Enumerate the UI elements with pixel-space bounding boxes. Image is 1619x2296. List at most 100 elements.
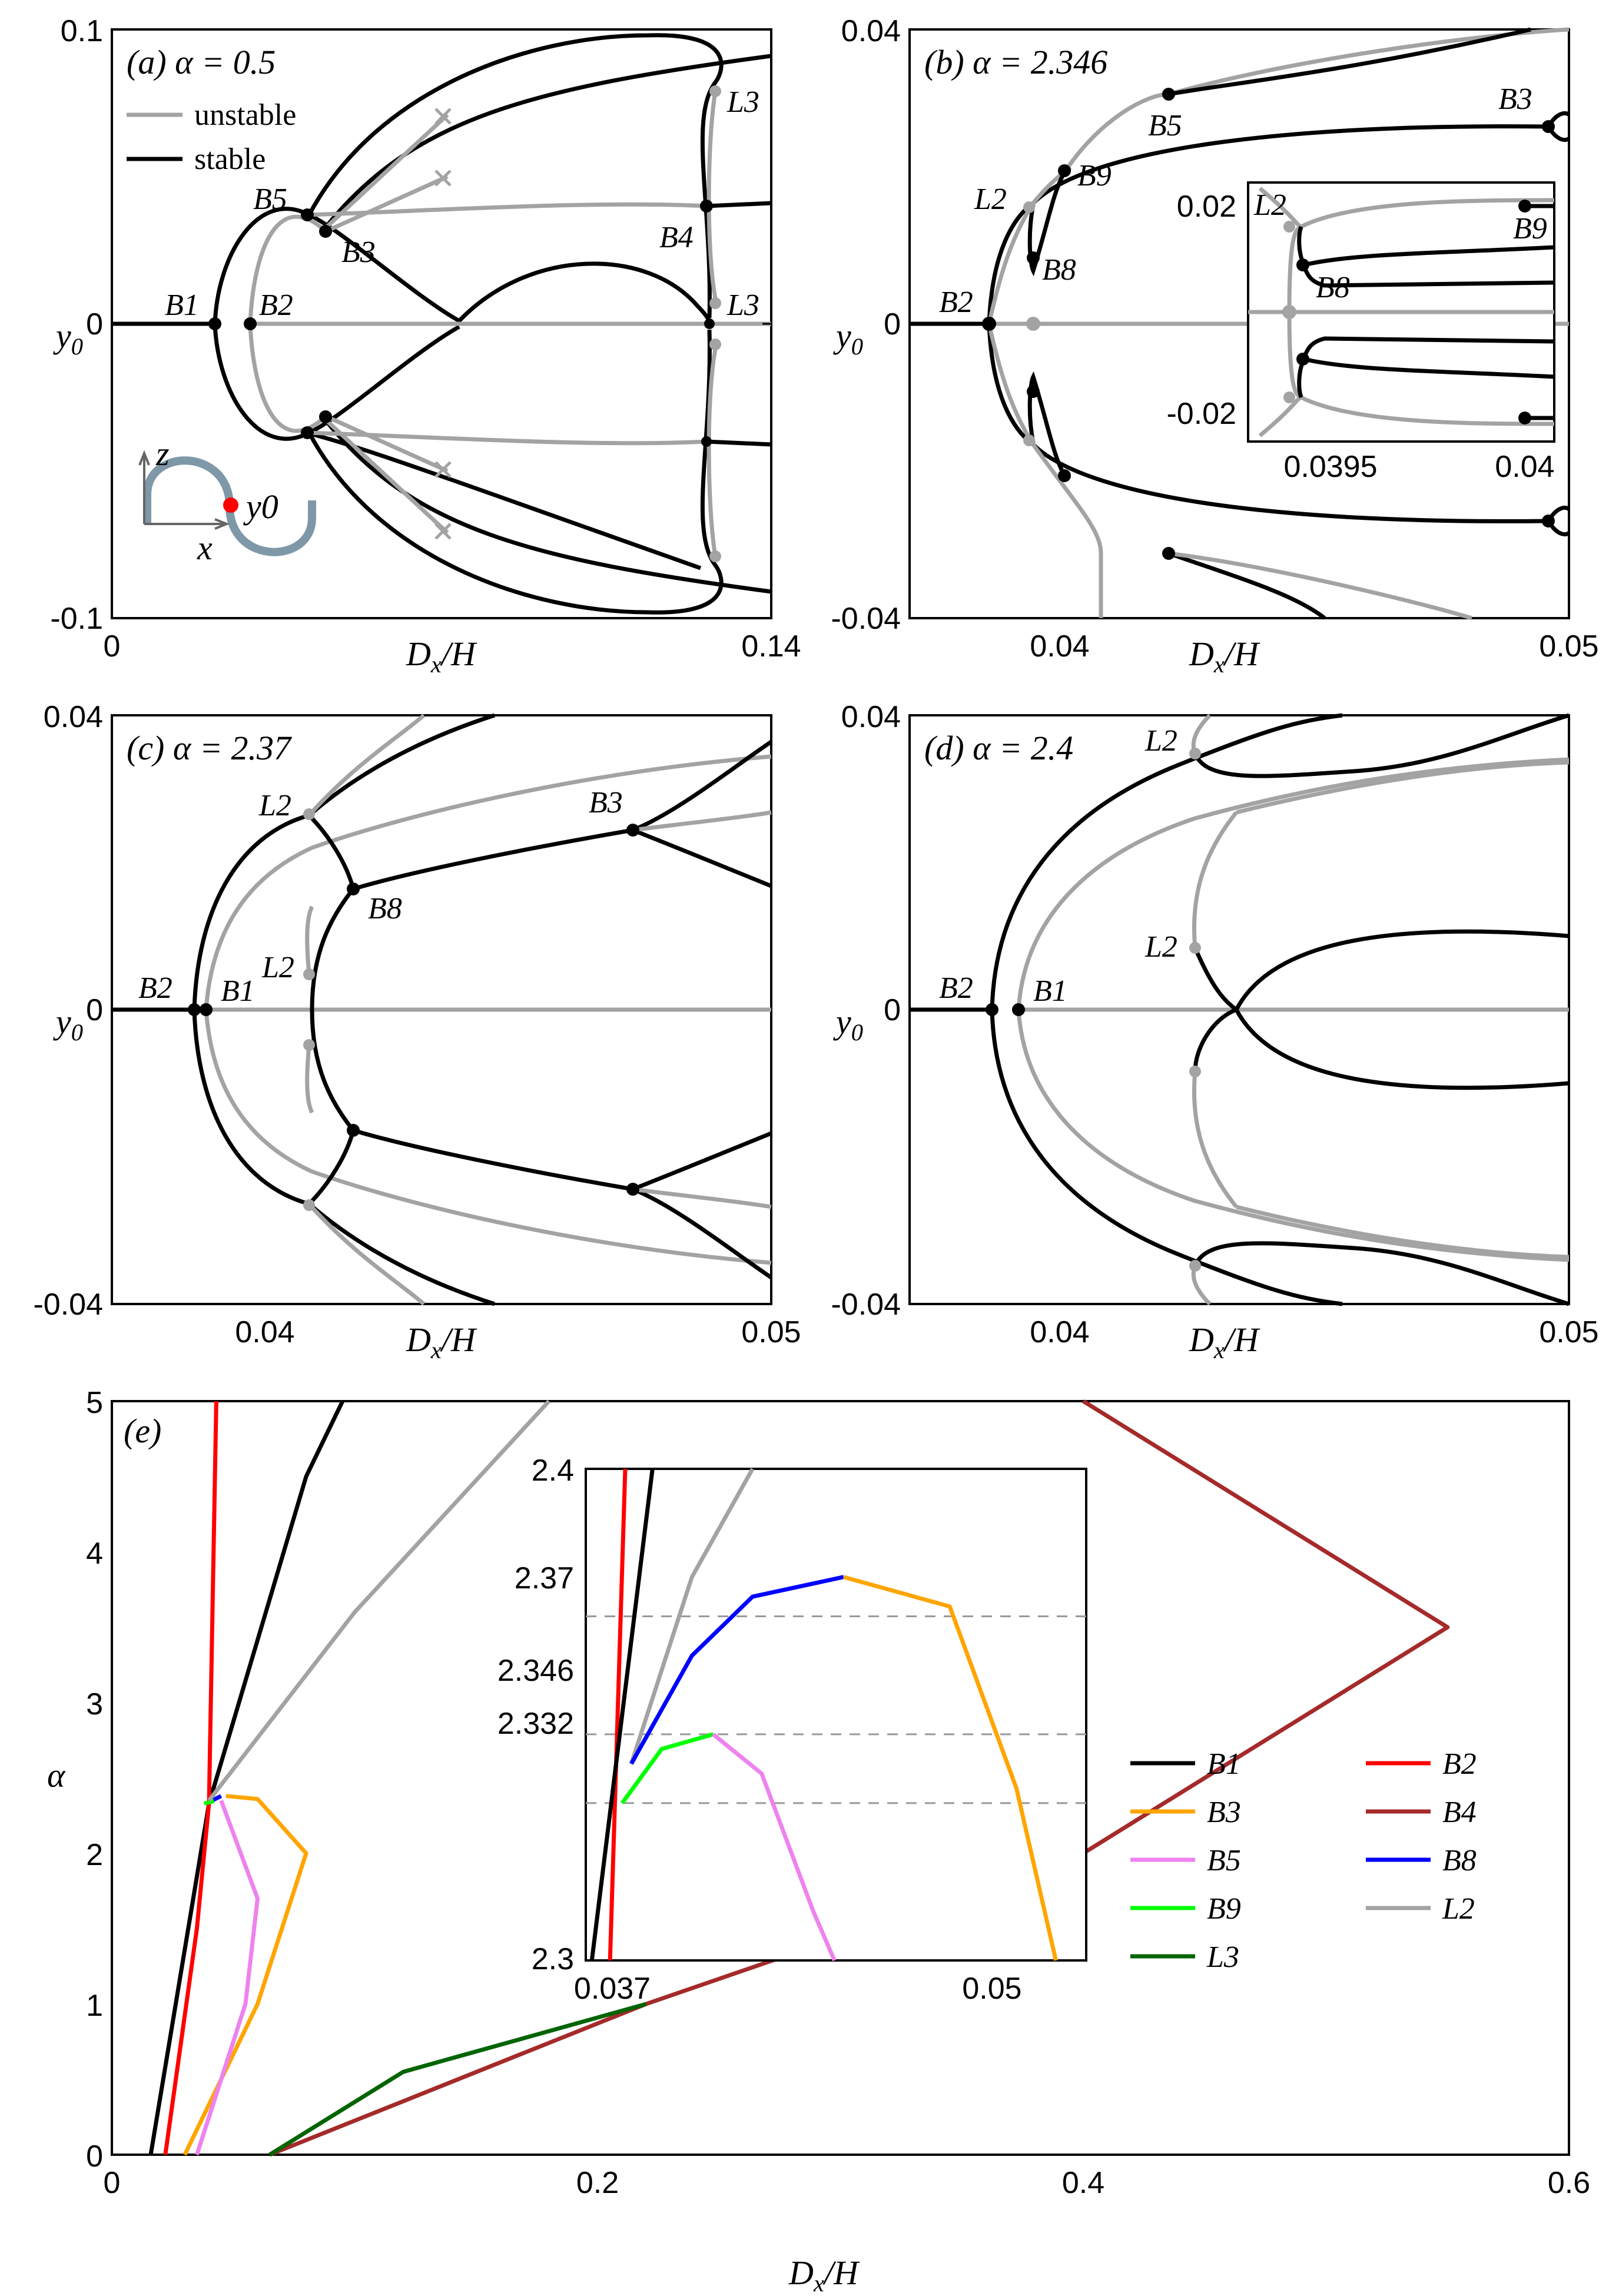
d-title: (d) α = 2.4 bbox=[924, 729, 1073, 767]
e-series-B5 bbox=[195, 1800, 260, 2156]
e-xtick-1: 0.2 bbox=[576, 2166, 619, 2200]
c-label-B8: B8 bbox=[368, 892, 402, 925]
e-series-B3 bbox=[183, 1794, 308, 2156]
d-ytick-mid: 0 bbox=[884, 993, 901, 1027]
b-label-B8: B8 bbox=[1042, 253, 1076, 287]
e-legend-label-B8: B8 bbox=[1442, 1844, 1477, 1877]
c-xlabel: Dx/H bbox=[406, 1320, 477, 1363]
a-label-B5: B5 bbox=[253, 183, 287, 216]
b-inset-point-B9-low bbox=[1518, 412, 1531, 424]
panel-b: L2 B8 B9 0.02 -0.02 0.0395 0.04 (b) α = … bbox=[831, 14, 1598, 678]
d-label-L2-mid: L2 bbox=[1144, 930, 1177, 964]
d-ylabel: y0 bbox=[833, 1003, 863, 1046]
e-legend-label-B2: B2 bbox=[1442, 1747, 1477, 1781]
e-legend-label-B3: B3 bbox=[1207, 1796, 1241, 1829]
b-inset-black-up bbox=[1297, 225, 1555, 268]
a-point-L3 bbox=[709, 85, 721, 97]
panel-d-curves bbox=[910, 713, 1570, 1306]
c-B3-lower-branch bbox=[632, 1131, 772, 1192]
e-series-L3 bbox=[268, 2002, 647, 2156]
c-ylabel: y0 bbox=[53, 1003, 83, 1046]
d-L2-bot-black bbox=[1193, 1241, 1570, 1306]
b-label-B9: B9 bbox=[1077, 159, 1112, 193]
e-ytick-2: 2 bbox=[86, 1838, 103, 1872]
d-ytick-top: 0.04 bbox=[841, 700, 901, 734]
a-branch-B2-upper bbox=[248, 113, 449, 324]
a-point-B4 bbox=[700, 200, 713, 213]
a-xtick-left: 0 bbox=[104, 629, 121, 663]
a-label-L3-mid: L3 bbox=[726, 288, 759, 322]
b-point-mid bbox=[1026, 317, 1040, 331]
b-inset-point-B9 bbox=[1518, 200, 1531, 213]
b-point-L2 bbox=[1023, 201, 1035, 213]
b-inset-ytick-top: 0.02 bbox=[1177, 190, 1236, 224]
b-point-B8 bbox=[1027, 251, 1040, 264]
c-title: (c) α = 2.37 bbox=[127, 729, 292, 767]
c-point-L2-mid-low bbox=[303, 1039, 315, 1051]
e-inset-series-B5 bbox=[712, 1733, 837, 1962]
a-branch-B5-grey-low bbox=[306, 430, 707, 446]
b-inset-label-L2: L2 bbox=[1253, 188, 1286, 222]
e-ylabel: α bbox=[47, 1756, 66, 1794]
a-axis-z-arrow bbox=[138, 450, 150, 524]
e-inset-series-B3 bbox=[842, 1575, 1058, 1961]
b-B8-upper bbox=[1027, 170, 1067, 277]
e-inset-series-B9 bbox=[620, 1732, 714, 1804]
e-inset-series-B8 bbox=[629, 1575, 844, 1765]
e-legend-label-L3: L3 bbox=[1206, 1940, 1239, 1974]
b-ylabel: y0 bbox=[833, 317, 863, 360]
b-B5-lower bbox=[1167, 551, 1326, 620]
a-legend-unstable: unstable bbox=[194, 98, 296, 132]
c-B3-upper-branch bbox=[632, 828, 772, 888]
c-point-B2 bbox=[188, 1003, 201, 1016]
c-point-B3-low bbox=[626, 1183, 639, 1196]
b-inset-point-L2-low bbox=[1283, 391, 1295, 403]
panel-a-curves bbox=[112, 33, 772, 615]
d-point-L2-top bbox=[1189, 748, 1201, 759]
d-grey-right-up bbox=[1236, 760, 1570, 815]
c-B8-upper bbox=[352, 740, 772, 891]
d-B2-lower bbox=[990, 1009, 1343, 1306]
c-xtick-left: 0.04 bbox=[235, 1315, 294, 1349]
c-L2-grey-inner-up bbox=[305, 905, 314, 975]
c-point-B3 bbox=[626, 824, 639, 837]
d-L2-grey-mid-low bbox=[1192, 1071, 1238, 1209]
e-inset-xtick-1: 0.05 bbox=[962, 1972, 1021, 2006]
b-ytick-mid: 0 bbox=[884, 307, 901, 341]
b-inset-grey-up bbox=[1287, 198, 1555, 313]
c-point-L2-mid bbox=[303, 968, 315, 980]
b-inset-point-mid bbox=[1282, 305, 1296, 319]
panel-d-points bbox=[986, 748, 1201, 1272]
d-xlabel: Dx/H bbox=[1189, 1320, 1260, 1363]
a-point-B2 bbox=[244, 317, 257, 330]
d-label-B1: B1 bbox=[1033, 974, 1067, 1008]
d-point-L2-bot bbox=[1189, 1260, 1201, 1272]
e-title: (e) bbox=[124, 1412, 161, 1450]
d-L2-mid-lower bbox=[1193, 1007, 1570, 1090]
a-label-B3: B3 bbox=[341, 235, 376, 269]
e-legend-label-B4: B4 bbox=[1442, 1796, 1477, 1829]
a-branch-B1-upper bbox=[213, 33, 724, 324]
b-inset: L2 B8 B9 0.02 -0.02 0.0395 0.04 bbox=[1166, 181, 1555, 484]
b-point-B2 bbox=[982, 317, 996, 331]
a-branch-B4-upper bbox=[706, 201, 772, 208]
b-ytick-top: 0.04 bbox=[841, 14, 901, 48]
a-ytick-bot: -0.1 bbox=[50, 602, 103, 636]
c-B3-grey-low bbox=[632, 1187, 772, 1209]
e-legend-label-B1: B1 bbox=[1207, 1747, 1241, 1781]
a-branch-L3-lower bbox=[706, 341, 719, 557]
panel-a: unstable stable z x y0 (a) α = 0.5 B1 B2… bbox=[50, 14, 801, 678]
a-branch-B3-grey-up bbox=[329, 174, 449, 232]
c-point-B8-low bbox=[347, 1124, 360, 1137]
a-ytick-mid: 0 bbox=[86, 307, 103, 341]
a-point-B1 bbox=[208, 317, 221, 330]
a-point-L3-c bbox=[709, 339, 721, 350]
c-point-L2 bbox=[303, 808, 315, 820]
panel-a-points bbox=[208, 85, 721, 562]
panel-c-curves bbox=[112, 713, 772, 1306]
e-series-B1 bbox=[148, 1400, 345, 2155]
e-legend-label-B9: B9 bbox=[1207, 1892, 1241, 1926]
a-label-B4: B4 bbox=[659, 221, 694, 254]
b-label-B5: B5 bbox=[1148, 109, 1182, 142]
d-point-L2-mid bbox=[1189, 942, 1201, 954]
